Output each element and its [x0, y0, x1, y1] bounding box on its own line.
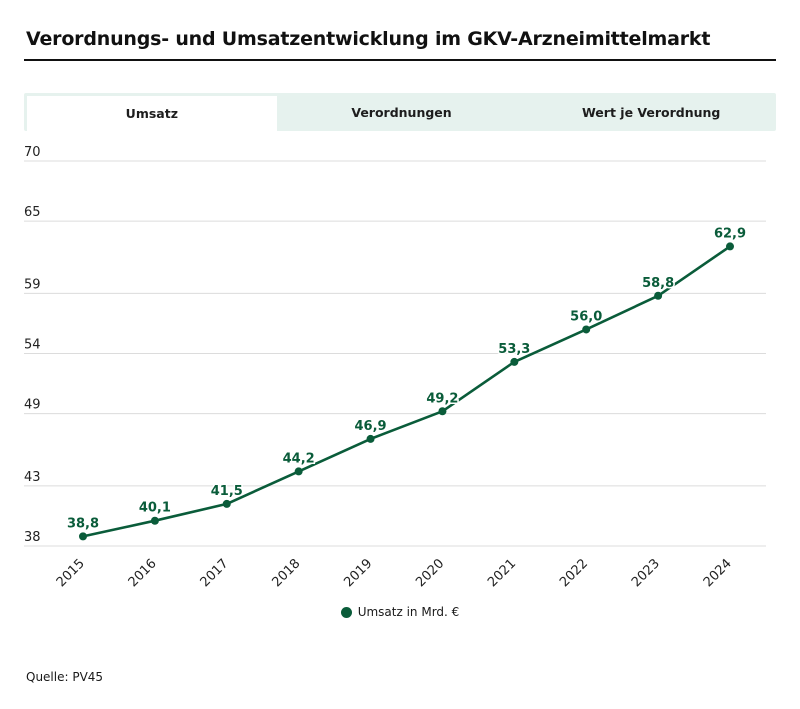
y-tick-label: 70: [24, 145, 41, 160]
y-tick-label: 49: [24, 398, 41, 413]
y-tick-label: 54: [24, 338, 41, 353]
legend-label: Umsatz in Mrd. €: [357, 605, 460, 619]
tab-wert-je-verordnung[interactable]: Wert je Verordnung: [581, 104, 721, 120]
data-label: 62,9: [714, 226, 746, 241]
x-tick-label: 2024: [701, 556, 735, 590]
data-label: 46,9: [355, 419, 387, 434]
data-point[interactable]: [726, 242, 734, 251]
line-chart: 38 43 49 54 59 65 70 38,8 40,1 41,5 44,2 46,9 49,2 5…: [24, 145, 766, 590]
data-point[interactable]: [294, 467, 303, 476]
tab-verordnungen[interactable]: Verordnungen: [351, 104, 452, 120]
data-point[interactable]: [510, 357, 519, 366]
x-tick-label: 2019: [341, 556, 375, 590]
y-tick-label: 38: [24, 530, 41, 545]
x-tick-label: 2022: [557, 556, 591, 590]
data-label: 56,0: [570, 309, 602, 324]
data-point[interactable]: [366, 434, 375, 443]
data-label: 53,3: [498, 342, 530, 357]
data-label: 38,8: [67, 516, 99, 531]
title-divider: [24, 59, 776, 61]
tab-umsatz[interactable]: Umsatz: [27, 96, 277, 131]
data-label: 40,1: [139, 501, 171, 516]
y-tick-label: 59: [24, 277, 41, 292]
data-point[interactable]: [150, 516, 159, 525]
data-point[interactable]: [654, 291, 663, 300]
chart-legend: Umsatz in Mrd. €: [0, 605, 800, 619]
data-label: 41,5: [211, 484, 243, 499]
x-tick-label: 2016: [126, 556, 160, 590]
x-tick-label: 2020: [413, 556, 447, 590]
chart-title: Verordnungs- und Umsatzentwicklung im GK…: [26, 28, 711, 50]
data-label: 49,2: [426, 391, 458, 406]
data-label: 58,8: [642, 276, 674, 291]
data-label: 44,2: [283, 451, 315, 466]
x-tick-label: 2018: [269, 556, 303, 590]
x-tick-label: 2023: [629, 556, 663, 590]
data-point[interactable]: [438, 407, 447, 416]
x-tick-label: 2017: [198, 556, 232, 590]
y-tick-label: 43: [24, 470, 41, 485]
data-point[interactable]: [79, 532, 87, 541]
data-point[interactable]: [222, 499, 231, 508]
y-tick-label: 65: [24, 205, 41, 220]
x-tick-label: 2021: [485, 556, 519, 590]
source-note: Quelle: PV45: [26, 670, 104, 684]
legend-marker-icon: [340, 606, 352, 618]
series-line: [82, 245, 731, 538]
x-tick-label: 2015: [54, 556, 88, 590]
tab-bar: Umsatz Verordnungen Wert je Verordnung: [24, 93, 776, 131]
data-point[interactable]: [582, 325, 591, 334]
